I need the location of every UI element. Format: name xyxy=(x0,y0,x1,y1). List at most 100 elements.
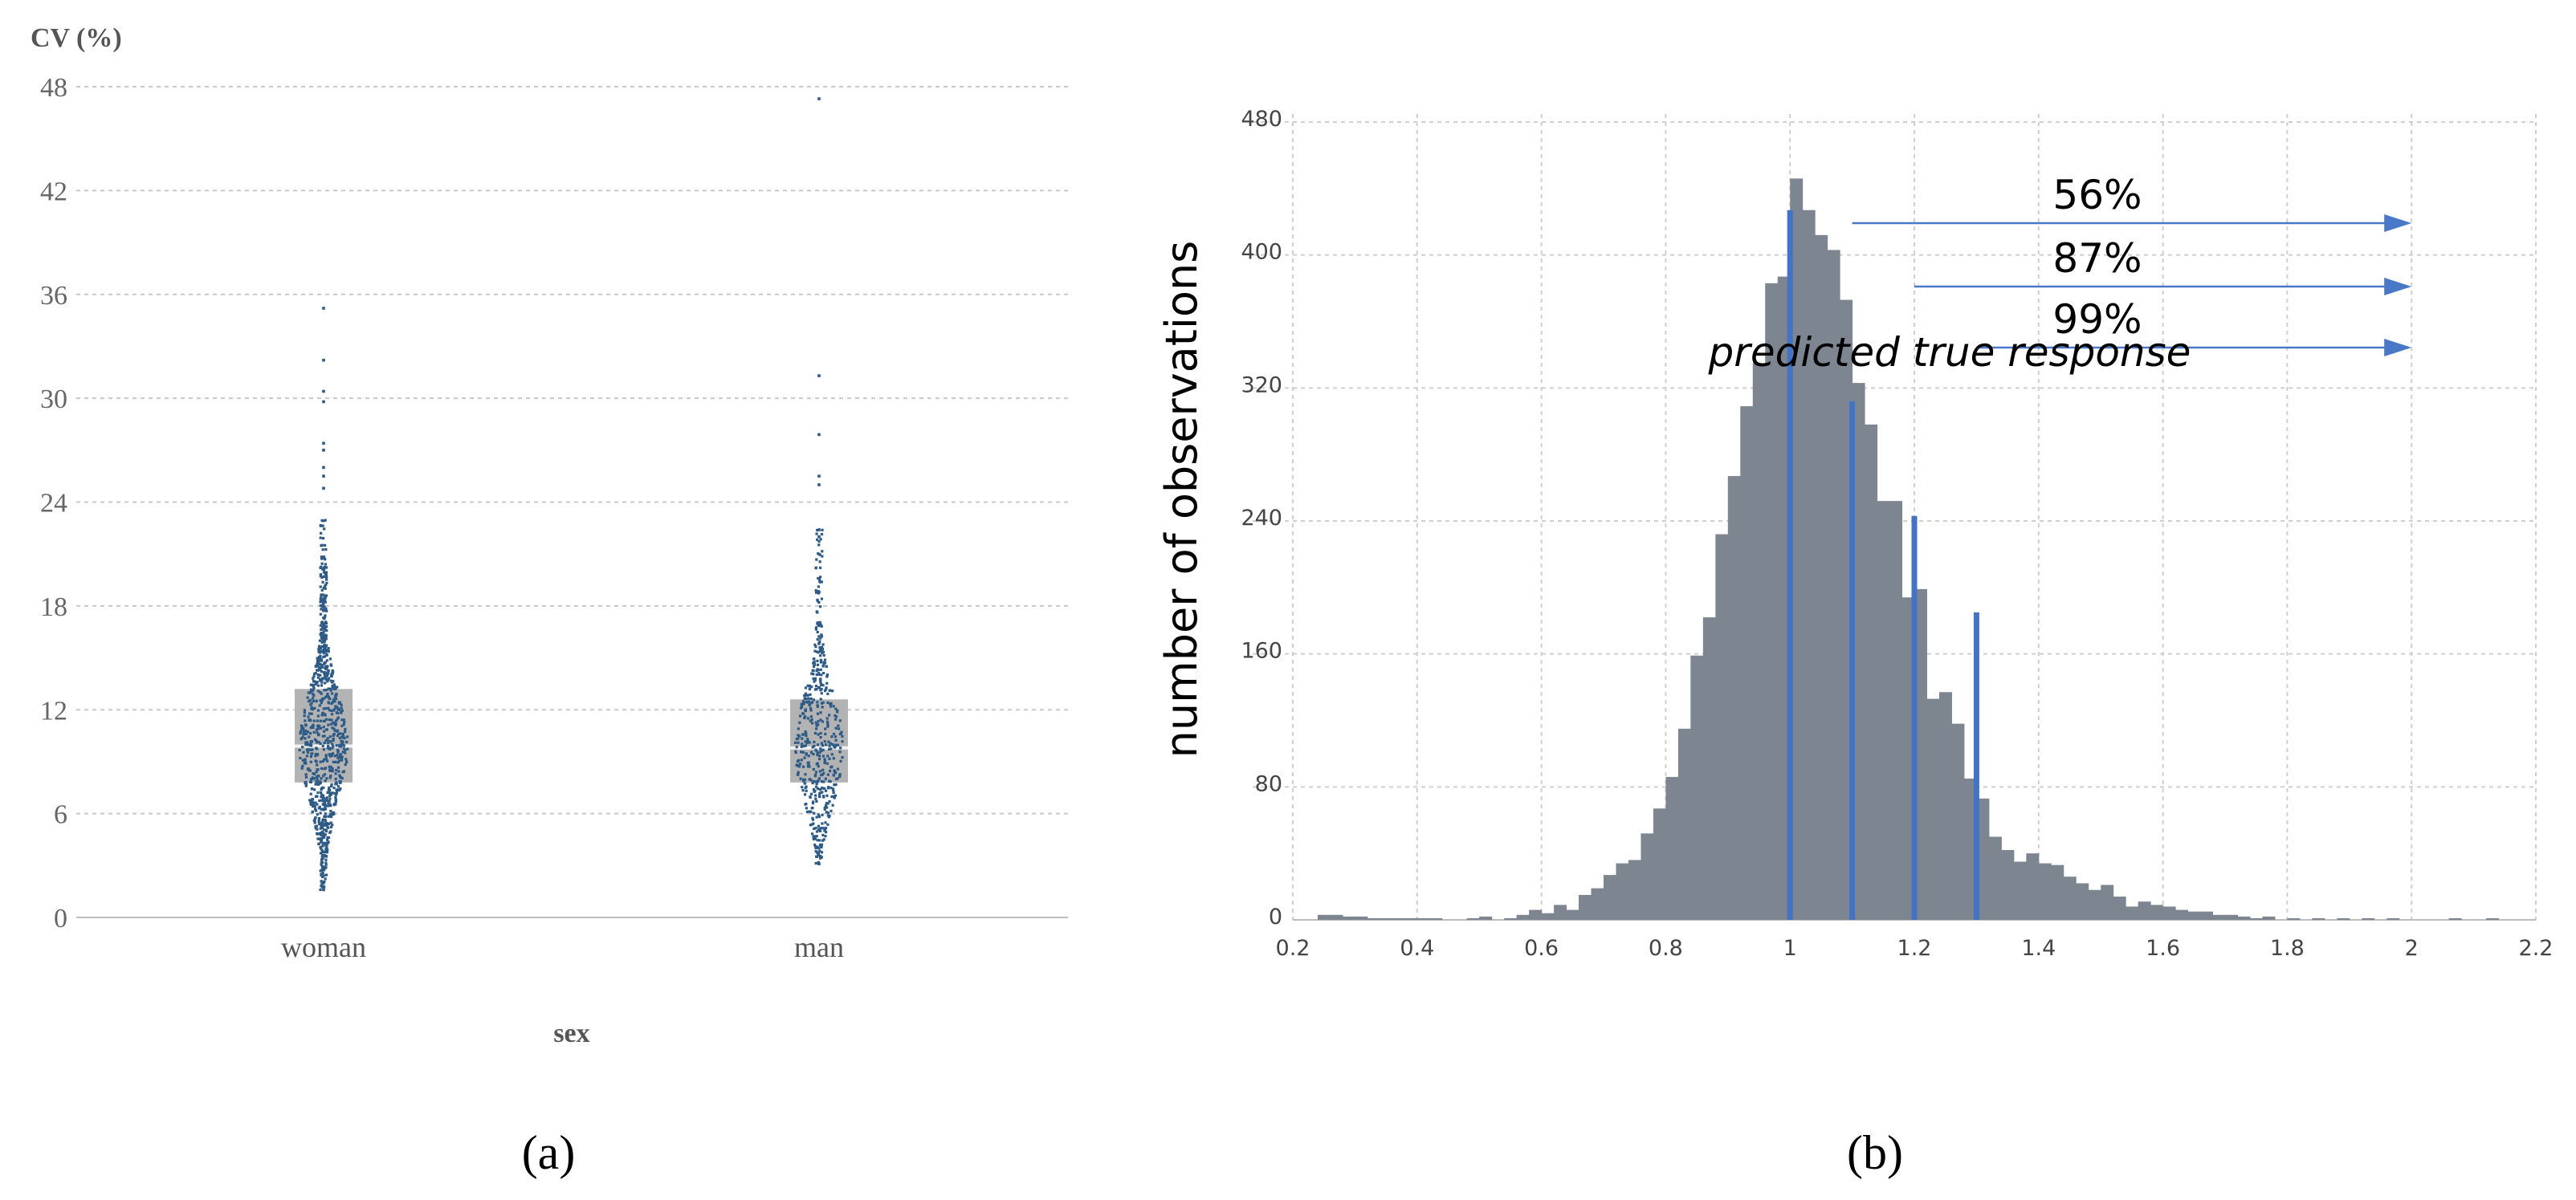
a-point-woman xyxy=(324,779,327,783)
a-point-woman xyxy=(318,645,321,648)
a-point-man xyxy=(812,673,815,676)
a-point-woman xyxy=(315,728,318,731)
a-point-woman xyxy=(312,677,315,680)
b-bar xyxy=(1429,917,1443,920)
a-point-woman xyxy=(323,800,326,803)
a-point-woman xyxy=(321,625,324,628)
a-point-woman xyxy=(321,567,324,571)
a-point-woman xyxy=(324,672,328,675)
a-point-woman xyxy=(329,687,332,690)
a-point-man xyxy=(834,794,838,797)
a-point-man xyxy=(813,678,817,681)
a-point-woman xyxy=(316,684,320,687)
b-bar xyxy=(2362,917,2375,920)
a-point-woman xyxy=(340,703,343,706)
a-point-man xyxy=(809,693,812,696)
a-point-woman xyxy=(328,815,331,818)
a-point-woman xyxy=(323,865,326,868)
a-point-woman xyxy=(323,622,326,625)
b-y-tick-240: 240 xyxy=(1241,506,1282,531)
a-point-woman xyxy=(321,866,324,869)
a-point-woman xyxy=(321,794,325,797)
a-point-man xyxy=(834,771,837,775)
a-point-woman xyxy=(310,683,313,686)
a-point-man xyxy=(820,742,823,745)
a-point-woman xyxy=(344,748,347,752)
a-point-woman xyxy=(324,547,328,551)
a-point-man xyxy=(818,649,822,653)
a-point-man xyxy=(813,677,817,680)
a-point-woman xyxy=(319,585,322,588)
a-point-woman xyxy=(320,830,324,833)
a-point-woman xyxy=(322,868,326,872)
a-point-woman xyxy=(333,685,336,689)
a-point-man xyxy=(817,685,821,689)
a-point-woman xyxy=(338,756,341,759)
a-point-man xyxy=(819,689,822,692)
a-y-tick-labels: 0 6 12 18 24 30 36 42 48 xyxy=(40,73,67,934)
a-point-woman xyxy=(324,873,328,877)
a-point-woman xyxy=(332,737,335,741)
b-y-tick-0: 0 xyxy=(1269,905,1282,929)
a-point-man xyxy=(815,669,818,673)
a-point-man xyxy=(831,787,835,791)
a-point-woman xyxy=(343,721,346,724)
a-point-woman xyxy=(321,843,324,846)
a-point-man xyxy=(809,709,813,712)
a-point-man xyxy=(816,622,819,625)
a-point-man xyxy=(820,780,824,783)
b-bar xyxy=(1976,798,1990,920)
a-panel-label: (a) xyxy=(522,1126,576,1179)
a-point-woman xyxy=(308,700,311,703)
a-point-man xyxy=(813,744,816,748)
a-point-woman xyxy=(304,782,307,785)
a-point-man xyxy=(814,748,817,751)
a-point-woman xyxy=(317,842,320,845)
a-point-woman xyxy=(318,646,321,649)
a-point-woman xyxy=(338,736,341,740)
b-bar xyxy=(2287,917,2301,920)
a-point-man xyxy=(817,578,821,581)
a-point-man xyxy=(822,671,825,675)
a-point-woman xyxy=(334,719,338,722)
a-point-woman xyxy=(319,690,322,694)
a-point-woman xyxy=(340,776,344,780)
a-point-man xyxy=(818,560,821,563)
a-point-woman xyxy=(322,841,325,844)
a-point-woman xyxy=(311,708,315,711)
a-point-woman xyxy=(306,767,309,771)
a-point-woman xyxy=(308,735,311,738)
a-point-man xyxy=(820,532,824,536)
a-point-woman xyxy=(336,718,339,721)
a-point-woman xyxy=(323,773,327,776)
a-point-man xyxy=(811,669,814,672)
b-bar xyxy=(1889,501,1903,920)
a-point-woman xyxy=(320,837,323,840)
a-point-woman xyxy=(322,834,325,837)
a-point-man xyxy=(820,702,824,705)
b-bar xyxy=(1330,914,1343,920)
a-point-man xyxy=(815,855,818,858)
a-point-man xyxy=(817,815,821,819)
b-bar xyxy=(2486,917,2500,920)
b-x-tick-0.8: 0.8 xyxy=(1649,936,1683,961)
a-boxes xyxy=(295,689,848,783)
a-point-man xyxy=(833,796,836,799)
a-point-woman xyxy=(304,783,308,787)
a-point-woman xyxy=(330,718,333,722)
a-point-man xyxy=(818,787,822,791)
a-point-woman xyxy=(326,692,329,696)
a-point-man xyxy=(817,824,821,828)
a-point-man xyxy=(815,816,818,819)
a-point-woman xyxy=(324,866,328,869)
a-point-man xyxy=(817,672,821,675)
a-point-man xyxy=(838,773,842,776)
a-point-woman xyxy=(324,678,328,681)
a-y-tick-36: 36 xyxy=(40,281,67,311)
a-point-man xyxy=(834,735,838,738)
a-point-man xyxy=(804,786,807,790)
a-point-woman xyxy=(309,688,313,691)
a-point-woman xyxy=(331,685,334,689)
a-point-man xyxy=(804,686,808,689)
a-point-man xyxy=(829,780,832,783)
